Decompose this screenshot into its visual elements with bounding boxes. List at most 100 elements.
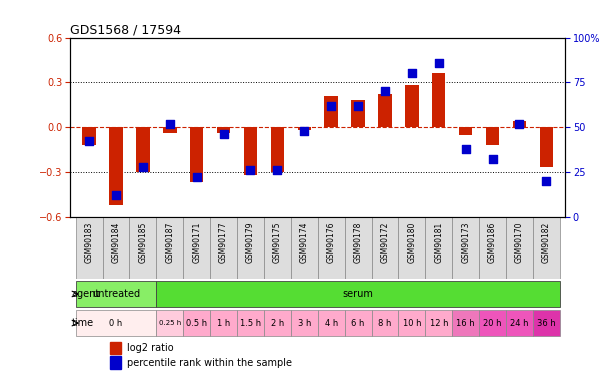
Bar	[156, 310, 183, 336]
Bar	[459, 127, 472, 135]
Point	[273, 167, 282, 173]
Text: 16 h: 16 h	[456, 319, 475, 328]
Bar	[513, 121, 526, 127]
Bar	[425, 310, 452, 336]
Bar	[76, 281, 156, 307]
Bar	[183, 310, 210, 336]
Point	[219, 131, 229, 137]
Bar	[452, 310, 479, 336]
Text: GSM90172: GSM90172	[381, 222, 389, 263]
Text: 1.5 h: 1.5 h	[240, 319, 261, 328]
Bar	[371, 310, 398, 336]
Text: 12 h: 12 h	[430, 319, 448, 328]
Bar	[371, 217, 398, 279]
Text: GSM90187: GSM90187	[166, 222, 174, 263]
Text: GSM90181: GSM90181	[434, 222, 443, 263]
Bar	[237, 310, 264, 336]
Text: agent: agent	[71, 289, 100, 299]
Text: GSM90183: GSM90183	[84, 222, 93, 263]
Bar	[345, 217, 371, 279]
Point	[84, 138, 94, 144]
Text: 2 h: 2 h	[271, 319, 284, 328]
Point	[192, 174, 202, 180]
Bar	[291, 217, 318, 279]
Point	[514, 120, 524, 126]
Bar	[210, 310, 237, 336]
Bar	[76, 310, 156, 336]
Point	[111, 192, 121, 198]
Text: GSM90185: GSM90185	[138, 222, 147, 263]
Point	[488, 156, 497, 162]
Bar	[264, 310, 291, 336]
Point	[165, 120, 175, 126]
Bar	[318, 217, 345, 279]
Bar	[156, 281, 560, 307]
Text: GDS1568 / 17594: GDS1568 / 17594	[70, 23, 181, 36]
Point	[541, 178, 551, 184]
Text: GSM90179: GSM90179	[246, 222, 255, 263]
Text: GSM90173: GSM90173	[461, 222, 470, 263]
Text: GSM90175: GSM90175	[273, 222, 282, 263]
Bar	[103, 217, 130, 279]
Bar	[479, 217, 506, 279]
Bar	[506, 310, 533, 336]
Bar	[183, 217, 210, 279]
Bar	[264, 217, 291, 279]
Bar	[533, 310, 560, 336]
Text: 0.25 h: 0.25 h	[159, 320, 181, 326]
Bar	[163, 127, 177, 133]
Text: percentile rank within the sample: percentile rank within the sample	[127, 357, 292, 368]
Bar	[210, 217, 237, 279]
Text: 8 h: 8 h	[378, 319, 392, 328]
Bar	[110, 357, 121, 369]
Bar	[398, 310, 425, 336]
Text: 1 h: 1 h	[217, 319, 230, 328]
Text: GSM90177: GSM90177	[219, 222, 228, 263]
Point	[353, 103, 363, 109]
Bar	[109, 127, 123, 205]
Bar	[271, 127, 284, 172]
Bar	[533, 217, 560, 279]
Text: serum: serum	[343, 289, 373, 299]
Point	[380, 88, 390, 94]
Text: 6 h: 6 h	[351, 319, 365, 328]
Bar	[398, 217, 425, 279]
Bar	[432, 74, 445, 127]
Text: GSM90184: GSM90184	[111, 222, 120, 263]
Point	[434, 60, 444, 66]
Bar	[479, 310, 506, 336]
Text: 4 h: 4 h	[324, 319, 338, 328]
Point	[461, 146, 470, 152]
Text: time: time	[71, 318, 93, 328]
Bar	[324, 96, 338, 127]
Point	[246, 167, 255, 173]
Text: untreated: untreated	[92, 289, 140, 299]
Bar	[217, 127, 230, 133]
Bar	[351, 100, 365, 127]
Bar	[425, 217, 452, 279]
Point	[407, 70, 417, 76]
Text: log2 ratio: log2 ratio	[127, 343, 174, 353]
Text: 20 h: 20 h	[483, 319, 502, 328]
Point	[299, 128, 309, 134]
Bar	[190, 127, 203, 182]
Bar	[76, 217, 103, 279]
Point	[326, 103, 336, 109]
Bar	[110, 342, 121, 354]
Bar	[244, 127, 257, 175]
Bar	[291, 310, 318, 336]
Text: GSM90170: GSM90170	[515, 222, 524, 263]
Bar	[318, 310, 345, 336]
Text: GSM90176: GSM90176	[327, 222, 335, 263]
Text: 24 h: 24 h	[510, 319, 529, 328]
Bar	[156, 217, 183, 279]
Bar	[130, 217, 156, 279]
Point	[138, 164, 148, 170]
Text: GSM90182: GSM90182	[542, 222, 551, 263]
Bar	[452, 217, 479, 279]
Text: GSM90174: GSM90174	[300, 222, 309, 263]
Text: GSM90178: GSM90178	[354, 222, 362, 263]
Text: 36 h: 36 h	[537, 319, 556, 328]
Text: GSM90186: GSM90186	[488, 222, 497, 263]
Text: 0 h: 0 h	[109, 319, 123, 328]
